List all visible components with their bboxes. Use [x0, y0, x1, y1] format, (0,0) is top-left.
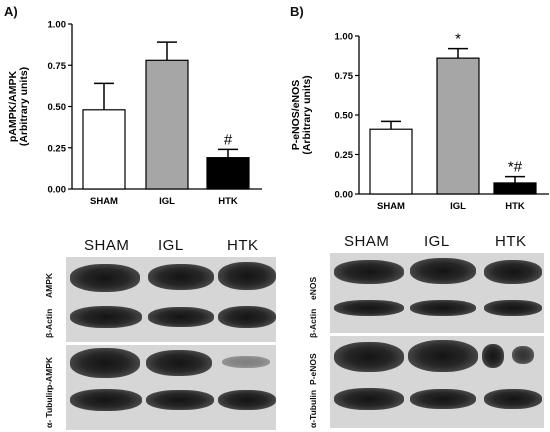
blot-b-row-tubulin: α-Tubulin: [308, 389, 318, 428]
chart-b-category-igl: IGL: [450, 201, 466, 212]
blot-b-row-actin: β-Actin: [308, 308, 318, 338]
blot-a-row-tubulin: α- Tubulin: [44, 387, 54, 428]
chart-a-annotation-htk: #: [224, 131, 233, 148]
blot-b-band-enos-htk: [484, 260, 542, 284]
chart-b-category-sham: SHAM: [377, 201, 405, 212]
blot-b-separator: [330, 333, 544, 336]
chart-b-ytick-label: 0.50: [335, 111, 354, 122]
blot-b-band-penos-htk-left: [482, 344, 504, 368]
chart-b-bar-htk: [493, 182, 537, 195]
blot-a-band-pampk-htk: [222, 356, 270, 368]
chart-a-pampk: 0.00 0.25 0.50 0.75 1.00 pAMPK/AMPK(Arbitrary…: [7, 20, 262, 207]
blot-a-band-pampk-sham: [70, 348, 140, 378]
blot-a-band-ampk-igl: [148, 264, 214, 290]
chart-b-ytick-label: 0.75: [335, 71, 354, 82]
chart-b-annotation-htk: *#: [508, 159, 523, 176]
blot-b-band-enos-sham: [334, 260, 404, 284]
blot-b-band-actin-htk: [484, 300, 542, 316]
blot-a-band-actin-igl: [148, 307, 214, 327]
blot-a-band-tubulin-igl: [146, 390, 214, 410]
blot-b-band-penos-igl: [408, 340, 478, 372]
blot-b-band-enos-igl: [410, 258, 476, 284]
blot-a-separator: [66, 342, 276, 345]
blot-a-band-ampk-htk: [218, 262, 276, 290]
chart-a-ytick-label: 0.75: [48, 61, 67, 72]
blot-b-band-penos-htk-right: [512, 346, 534, 364]
chart-b-ytick-label: 1.00: [335, 32, 354, 43]
chart-a-ytick-label: 0.00: [48, 185, 67, 196]
chart-b-penos: 0.00 0.25 0.50 0.75 1.00 P-eNOS/eNOS(Arbitrar…: [290, 31, 549, 212]
chart-b-bar-sham: [369, 128, 413, 195]
chart-b-bar-igl: [436, 57, 480, 195]
blot-b-band-tubulin-sham: [334, 388, 404, 410]
chart-a-category-sham: SHAM: [90, 196, 118, 207]
chart-b-category-htk: HTK: [505, 201, 525, 212]
blot-a-header-igl: IGL: [158, 237, 184, 254]
blot-a-band-tubulin-sham: [70, 389, 142, 411]
blot-b-header-igl: IGL: [424, 233, 450, 250]
blot-b-band-tubulin-htk: [484, 389, 542, 409]
blot-a-header-sham: SHAM: [84, 237, 130, 254]
blot-a-band-actin-htk: [218, 306, 276, 328]
blot-b-row-enos: eNOS: [308, 276, 318, 300]
chart-b-ytick-label: 0.00: [335, 190, 354, 201]
blot-b-band-actin-sham: [334, 300, 404, 316]
chart-a-bar-igl: [145, 59, 189, 190]
blot-a-band-tubulin-htk: [218, 390, 276, 410]
chart-b-ylabel: P-eNOS/eNOS(Arbitrary units): [290, 75, 313, 154]
blot-b-band-penos-sham: [334, 342, 404, 372]
chart-a-ytick-label: 0.25: [48, 143, 67, 154]
blot-a-header-htk: HTK: [227, 237, 259, 254]
panel-b-label: B): [290, 4, 304, 19]
blot-a-band-actin-sham: [70, 306, 142, 328]
blot-a-row-ampk: AMPK: [44, 272, 54, 298]
chart-a-bar-htk: [206, 157, 250, 190]
chart-a-category-igl: IGL: [159, 196, 175, 207]
blot-b-header-htk: HTK: [495, 233, 527, 250]
chart-b-annotation-igl: *: [455, 31, 461, 48]
blot-a-band-pampk-igl: [146, 350, 212, 376]
chart-a-bar-sham: [82, 109, 126, 190]
blot-b-row-penos: P-eNOS: [308, 353, 318, 385]
blot-a-row-pampk: p-AMPK: [44, 356, 54, 390]
chart-a-ytick-label: 1.00: [48, 20, 67, 31]
chart-a-category-htk: HTK: [218, 196, 238, 207]
blot-b-band-tubulin-igl: [410, 389, 476, 409]
panel-a-label: A): [4, 4, 18, 19]
chart-b-ytick-label: 0.25: [335, 150, 354, 161]
chart-a-ytick-label: 0.50: [48, 102, 67, 113]
blot-b-band-actin-igl: [410, 300, 476, 316]
chart-a-ylabel: pAMPK/AMPK(Arbitrary units): [7, 67, 30, 146]
blot-b-header-sham: SHAM: [344, 233, 390, 250]
blot-a-band-ampk-sham: [70, 264, 140, 292]
blot-a-row-actin: β-Actin: [44, 308, 54, 338]
